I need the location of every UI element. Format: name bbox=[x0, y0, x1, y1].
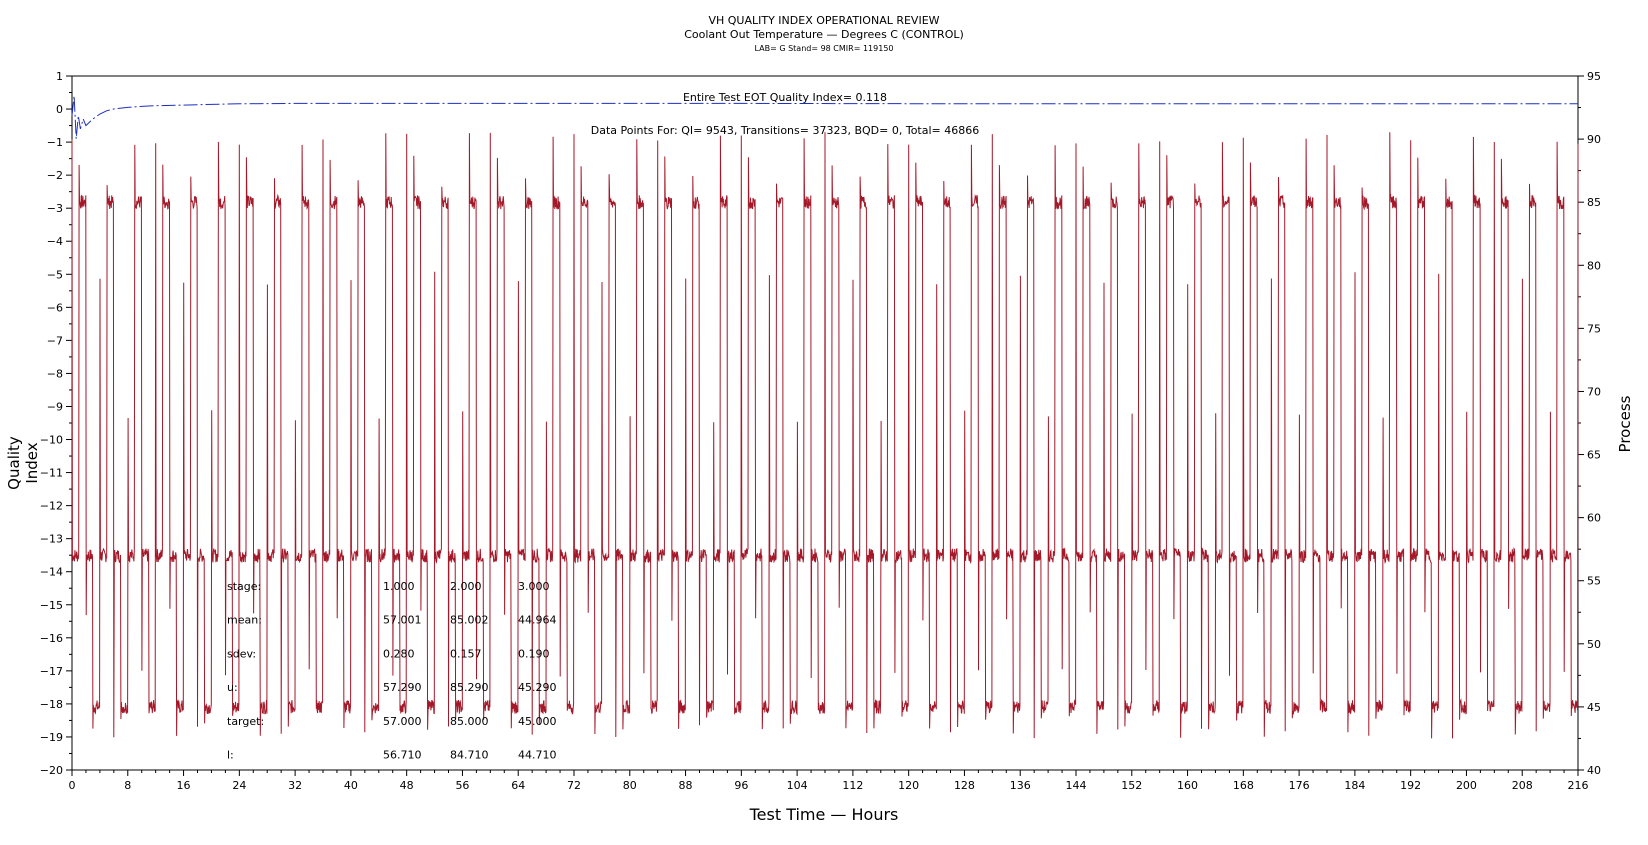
y-right-tick-label: 80 bbox=[1587, 259, 1601, 272]
y-left-tick-label: −20 bbox=[40, 764, 63, 777]
chart-subsubtitle: LAB= G Stand= 98 CMIR= 119150 bbox=[754, 44, 894, 53]
y-right-tick-label: 40 bbox=[1587, 764, 1601, 777]
stats-cell: 1.000 bbox=[383, 580, 415, 593]
x-tick-label: 192 bbox=[1400, 779, 1421, 792]
chart-subtitle: Coolant Out Temperature — Degrees C (CON… bbox=[684, 28, 964, 41]
y-left-tick-label: −15 bbox=[40, 599, 63, 612]
y-left-tick-label: −12 bbox=[40, 500, 63, 513]
chart-title-block: VH QUALITY INDEX OPERATIONAL REVIEW Cool… bbox=[0, 14, 1648, 56]
y-left-tick-label: −8 bbox=[47, 367, 63, 380]
stats-cell: 45.000 bbox=[518, 715, 557, 728]
x-tick-label: 168 bbox=[1233, 779, 1254, 792]
x-tick-label: 72 bbox=[567, 779, 581, 792]
x-tick-label: 184 bbox=[1344, 779, 1365, 792]
stats-cell: 44.964 bbox=[518, 614, 557, 627]
stats-cell: 57.000 bbox=[383, 715, 422, 728]
x-tick-label: 48 bbox=[400, 779, 414, 792]
y-right-tick-label: 85 bbox=[1587, 196, 1601, 209]
x-tick-label: 136 bbox=[1010, 779, 1031, 792]
x-tick-label: 64 bbox=[511, 779, 525, 792]
y-left-tick-label: −9 bbox=[47, 400, 63, 413]
series-quality-index-line bbox=[71, 95, 1578, 139]
stats-cell: 56.710 bbox=[383, 749, 422, 762]
stats-row-label: l: bbox=[227, 749, 234, 762]
x-tick-label: 144 bbox=[1066, 779, 1087, 792]
y-left-tick-label: −2 bbox=[47, 169, 63, 182]
y-left-tick-label: −14 bbox=[40, 566, 63, 579]
y-right-tick-label: 60 bbox=[1587, 512, 1601, 525]
y-left-tick-label: 0 bbox=[56, 103, 63, 116]
y-right-tick-label: 65 bbox=[1587, 449, 1601, 462]
x-tick-label: 16 bbox=[177, 779, 191, 792]
y-left-tick-label: −10 bbox=[40, 434, 63, 447]
y-right-tick-label: 50 bbox=[1587, 638, 1601, 651]
stats-cell: 2.000 bbox=[450, 580, 482, 593]
x-tick-label: 160 bbox=[1177, 779, 1198, 792]
y-left-tick-label: −4 bbox=[47, 235, 63, 248]
series-process-line bbox=[71, 132, 1579, 739]
stats-cell: 0.190 bbox=[518, 647, 550, 660]
stats-cell: 85.000 bbox=[450, 715, 489, 728]
stats-row-label: u: bbox=[227, 681, 238, 694]
stats-cell: 0.157 bbox=[450, 647, 482, 660]
data-points-annotation: Data Points For: QI= 9543, Transitions= … bbox=[591, 124, 980, 137]
y-right-tick-label: 75 bbox=[1587, 322, 1601, 335]
stats-row-label: mean: bbox=[227, 614, 262, 627]
y-axis-right-label: Process bbox=[1616, 395, 1634, 453]
x-tick-label: 8 bbox=[124, 779, 131, 792]
x-tick-label: 120 bbox=[898, 779, 919, 792]
x-tick-label: 216 bbox=[1568, 779, 1589, 792]
stats-cell: 84.710 bbox=[450, 749, 489, 762]
x-tick-label: 176 bbox=[1289, 779, 1310, 792]
stats-row-label: stage: bbox=[227, 580, 261, 593]
y-left-tick-label: 1 bbox=[56, 70, 63, 83]
stats-cell: 57.001 bbox=[383, 614, 422, 627]
stats-cell: 3.000 bbox=[518, 580, 550, 593]
stats-row-label: target: bbox=[227, 715, 264, 728]
y-left-tick-label: −1 bbox=[47, 136, 63, 149]
x-tick-label: 40 bbox=[344, 779, 358, 792]
y-right-tick-label: 45 bbox=[1587, 701, 1601, 714]
stats-cell: 85.290 bbox=[450, 681, 489, 694]
x-tick-label: 24 bbox=[232, 779, 246, 792]
x-tick-label: 208 bbox=[1512, 779, 1533, 792]
y-right-tick-label: 90 bbox=[1587, 133, 1601, 146]
qi-annotation: Entire Test EOT Quality Index= 0.118 bbox=[683, 91, 887, 104]
x-tick-label: 32 bbox=[288, 779, 302, 792]
x-tick-label: 96 bbox=[734, 779, 748, 792]
y-left-tick-label: −17 bbox=[40, 665, 63, 678]
y-left-tick-label: −5 bbox=[47, 268, 63, 281]
x-tick-label: 104 bbox=[787, 779, 808, 792]
x-tick-label: 56 bbox=[455, 779, 469, 792]
x-axis-label: Test Time — Hours bbox=[749, 805, 899, 824]
y-right-tick-label: 70 bbox=[1587, 385, 1601, 398]
y-right-tick-label: 55 bbox=[1587, 575, 1601, 588]
stats-row-label: sdev: bbox=[227, 647, 256, 660]
stats-cell: 45.290 bbox=[518, 681, 557, 694]
y-left-tick-label: −19 bbox=[40, 731, 63, 744]
x-tick-label: 0 bbox=[69, 779, 76, 792]
y-left-tick-label: −7 bbox=[47, 334, 63, 347]
x-tick-label: 128 bbox=[954, 779, 975, 792]
stats-cell: 85.002 bbox=[450, 614, 489, 627]
x-tick-label: 112 bbox=[842, 779, 863, 792]
x-tick-label: 152 bbox=[1121, 779, 1142, 792]
y-left-tick-label: −13 bbox=[40, 533, 63, 546]
y-left-tick-label: −16 bbox=[40, 632, 63, 645]
y-axis-left-label: Quality Index bbox=[5, 436, 41, 490]
y-right-tick-label: 95 bbox=[1587, 70, 1601, 83]
chart-title: VH QUALITY INDEX OPERATIONAL REVIEW bbox=[708, 14, 940, 27]
x-tick-label: 80 bbox=[623, 779, 637, 792]
y-left-tick-label: −3 bbox=[47, 202, 63, 215]
stats-cell: 57.290 bbox=[383, 681, 422, 694]
stats-cell: 44.710 bbox=[518, 749, 557, 762]
x-tick-label: 200 bbox=[1456, 779, 1477, 792]
x-tick-label: 88 bbox=[679, 779, 693, 792]
y-left-tick-label: −18 bbox=[40, 698, 63, 711]
stats-cell: 0.280 bbox=[383, 647, 415, 660]
y-left-tick-label: −6 bbox=[47, 301, 63, 314]
y-left-tick-label: −11 bbox=[40, 467, 63, 480]
